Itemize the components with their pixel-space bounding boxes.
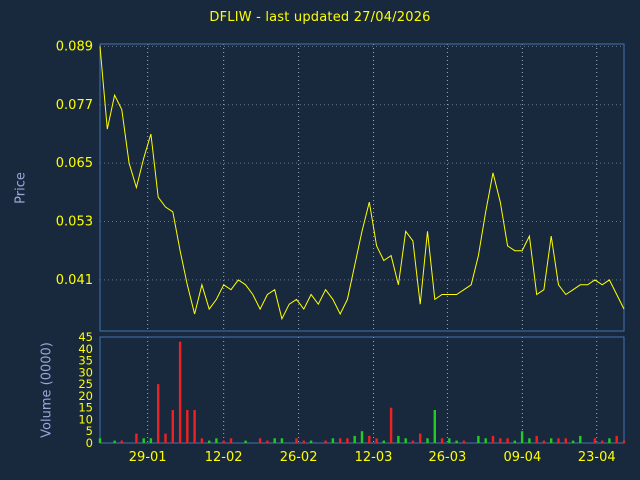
- volume-bar: [455, 440, 458, 443]
- volume-bar: [222, 440, 225, 443]
- volume-bar: [520, 431, 524, 443]
- volume-bar: [593, 438, 597, 443]
- volume-bar: [200, 438, 204, 443]
- volume-bar: [382, 440, 385, 443]
- volume-bar: [499, 438, 502, 443]
- volume-bar: [571, 440, 575, 443]
- volume-tick-label: 5: [86, 424, 93, 438]
- price-tick-label: 0.041: [56, 273, 93, 288]
- volume-bar: [448, 438, 451, 443]
- volume-bar: [266, 440, 269, 443]
- volume-tick-label: 40: [78, 342, 93, 356]
- volume-bar: [360, 431, 364, 443]
- volume-bar: [389, 407, 393, 443]
- price-tick-label: 0.053: [56, 215, 93, 230]
- volume-bar: [397, 435, 400, 443]
- price-tick-label: 0.077: [56, 98, 93, 113]
- volume-bar: [440, 438, 444, 443]
- volume-bar: [433, 410, 436, 443]
- volume-bar: [426, 438, 429, 443]
- volume-bar: [404, 438, 407, 443]
- volume-bar: [244, 440, 247, 443]
- price-axis-title: Price: [13, 172, 29, 204]
- volume-tick-label: 15: [78, 401, 93, 415]
- volume-panel-frame: [99, 336, 625, 444]
- volume-bar: [142, 438, 145, 443]
- volume-bar: [324, 440, 327, 443]
- volume-bar: [302, 440, 305, 443]
- volume-bar: [339, 438, 342, 443]
- volume-bar: [157, 384, 160, 443]
- volume-axis-title: Volume (0000): [39, 342, 55, 438]
- volume-bar: [135, 433, 138, 443]
- x-tick-label: 12-02: [205, 450, 243, 465]
- volume-tick-label: 20: [78, 389, 93, 403]
- x-tick-label: 09-04: [503, 450, 541, 465]
- x-tick-label: 26-02: [280, 450, 318, 465]
- volume-bar: [542, 440, 546, 443]
- volume-bar: [462, 440, 466, 443]
- volume-tick-label: 0: [86, 436, 93, 450]
- volume-bar: [579, 435, 582, 443]
- volume-bar: [258, 438, 262, 443]
- price-tick-label: 0.065: [56, 156, 93, 171]
- volume-bar: [208, 440, 211, 443]
- volume-bar: [550, 438, 553, 443]
- volume-bar: [229, 438, 233, 443]
- volume-bar: [120, 440, 123, 443]
- x-tick-label: 26-03: [429, 450, 467, 465]
- volume-bar: [309, 440, 313, 443]
- volume-tick-label: 30: [78, 365, 93, 379]
- volume-bar: [477, 435, 480, 443]
- volume-bar: [273, 438, 276, 443]
- volume-bar: [215, 438, 218, 443]
- volume-tick-label: 10: [78, 412, 93, 426]
- volume-tick-label: 25: [78, 377, 93, 391]
- volume-bar: [506, 438, 509, 443]
- volume-bar: [419, 433, 422, 443]
- volume-bar: [178, 341, 182, 443]
- volume-bar: [615, 435, 618, 443]
- volume-bar: [193, 410, 196, 443]
- volume-bar: [368, 435, 371, 443]
- volume-bar: [622, 440, 626, 443]
- volume-bar: [171, 410, 174, 443]
- volume-bar: [564, 438, 567, 443]
- volume-tick-label: 35: [78, 354, 93, 368]
- volume-bar: [375, 438, 378, 443]
- volume-bar: [557, 438, 560, 443]
- volume-bar: [164, 433, 167, 443]
- volume-bar: [484, 438, 487, 443]
- price-line: [99, 46, 625, 321]
- volume-bar: [149, 438, 153, 443]
- volume-bar: [528, 438, 531, 443]
- x-tick-label: 23-04: [578, 450, 616, 465]
- volume-bar: [411, 440, 415, 443]
- x-tick-label: 29-01: [129, 450, 167, 465]
- volume-bar: [346, 438, 349, 443]
- volume-bar: [513, 440, 516, 443]
- x-tick-label: 12-03: [355, 450, 393, 465]
- volume-bar: [113, 440, 116, 443]
- volume-bar: [331, 438, 335, 443]
- volume-bar: [491, 435, 495, 443]
- volume-tick-label: 45: [78, 330, 93, 344]
- price-tick-label: 0.089: [56, 39, 93, 54]
- volume-bar: [98, 438, 102, 443]
- volume-bar: [186, 410, 189, 443]
- volume-bar: [608, 438, 611, 443]
- volume-bar: [535, 435, 538, 443]
- volume-bar: [295, 438, 298, 443]
- volume-bar: [601, 440, 604, 443]
- chart-title: DFLIW - last updated 27/04/2026: [209, 10, 431, 25]
- volume-bar: [353, 435, 356, 443]
- volume-bar: [280, 438, 284, 443]
- price-panel-frame: [99, 43, 625, 332]
